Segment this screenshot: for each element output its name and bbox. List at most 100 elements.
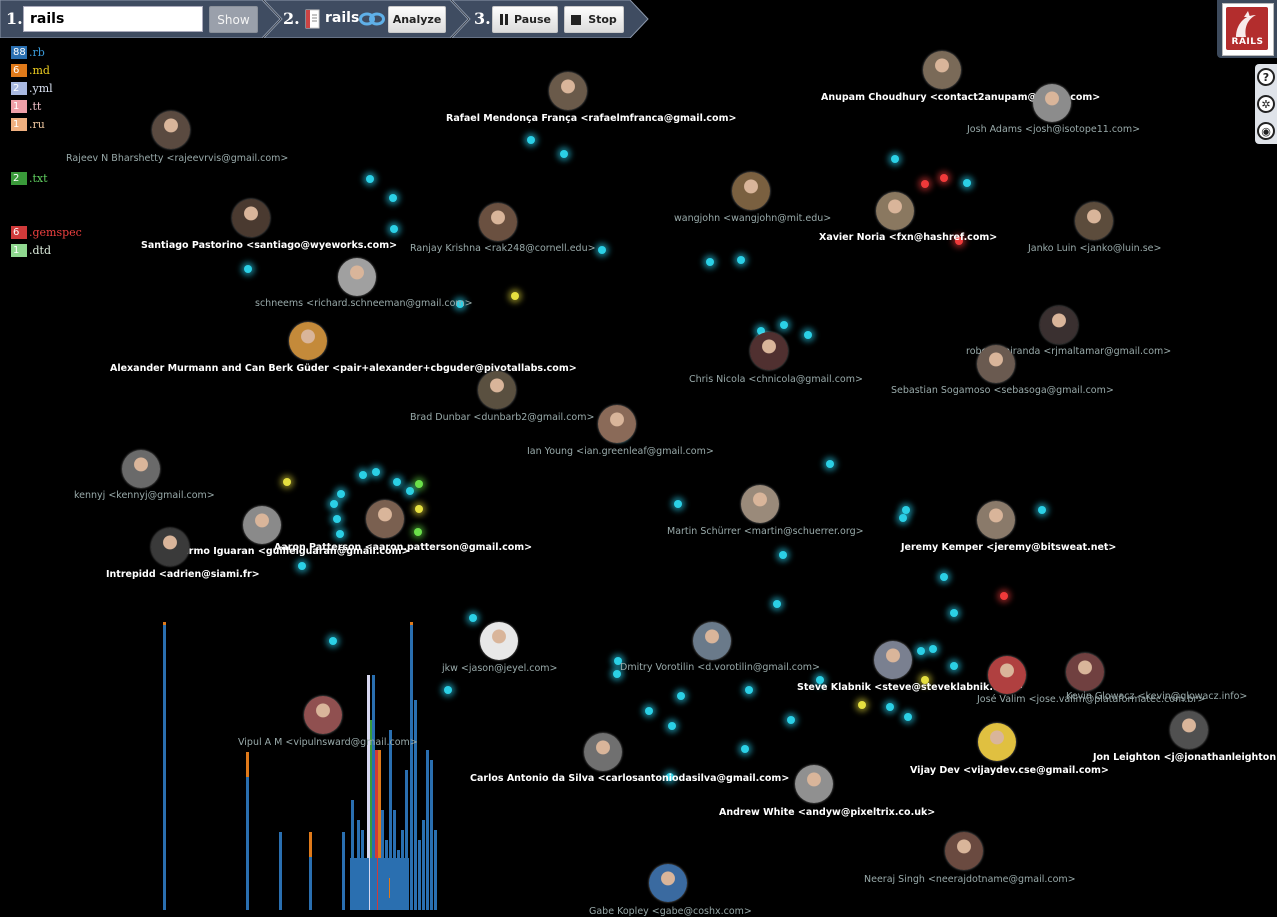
legend-ext: .ru [29, 118, 45, 131]
file-particle [336, 530, 344, 538]
contributor-avatar[interactable] [304, 696, 342, 734]
file-particle [921, 676, 929, 684]
legend-ext: .tt [29, 100, 42, 113]
file-particle [668, 722, 676, 730]
file-particle [677, 692, 685, 700]
contributor-avatar[interactable] [977, 345, 1015, 383]
repo-input[interactable] [23, 6, 203, 32]
file-particle [706, 258, 714, 266]
contributor-avatar[interactable] [152, 111, 190, 149]
file-particle [745, 686, 753, 694]
contributor-avatar[interactable] [923, 51, 961, 89]
contributor-name: Neeraj Singh <neerajdotname@gmail.com> [864, 874, 1076, 885]
show-button[interactable]: Show [209, 6, 258, 33]
contributor-avatar[interactable] [977, 501, 1015, 539]
file-particle [645, 707, 653, 715]
contributor-avatar[interactable] [1170, 711, 1208, 749]
file-particle [902, 506, 910, 514]
contributor-avatar[interactable] [876, 192, 914, 230]
legend-item[interactable]: 6 .md [11, 64, 50, 77]
contributor-name: Josh Adams <josh@isotope11.com> [967, 124, 1141, 135]
settings-icon[interactable]: ✲ [1257, 95, 1275, 113]
histogram-bar [410, 622, 413, 910]
legend-item[interactable]: 1 .dtd [11, 244, 51, 257]
contributor-avatar[interactable] [874, 641, 912, 679]
contributor-avatar[interactable] [1033, 84, 1071, 122]
contributor-avatar[interactable] [151, 528, 189, 566]
stop-icon [571, 14, 582, 25]
legend-item[interactable]: 2 .yml [11, 82, 53, 95]
contributor-avatar[interactable] [741, 485, 779, 523]
contributor-avatar[interactable] [1075, 202, 1113, 240]
link-icon [359, 12, 385, 26]
contributor-name: Kevin Glowacz <kevin@glowacz.info> [1066, 691, 1248, 702]
contributor-avatar[interactable] [1040, 306, 1078, 344]
histogram-bar [388, 878, 391, 898]
legend-ext: .dtd [29, 244, 51, 257]
contributor-avatar[interactable] [732, 172, 770, 210]
file-particle [1038, 506, 1046, 514]
legend-item[interactable]: 88 .rb [11, 46, 45, 59]
histogram-bar [374, 858, 377, 910]
legend-item[interactable]: 2 .txt [11, 172, 48, 185]
file-particle [298, 562, 306, 570]
analyze-button[interactable]: Analyze [388, 6, 446, 33]
contributor-avatar[interactable] [549, 72, 587, 110]
histogram-bar [422, 858, 425, 910]
stop-button[interactable]: Stop [564, 6, 624, 33]
file-particle [940, 573, 948, 581]
contributor-avatar[interactable] [795, 765, 833, 803]
contributor-avatar[interactable] [366, 500, 404, 538]
legend-item[interactable]: 1 .ru [11, 118, 45, 131]
file-particle [826, 460, 834, 468]
contributor-avatar[interactable] [584, 733, 622, 771]
file-particle [929, 645, 937, 653]
contributor-avatar[interactable] [480, 622, 518, 660]
contributor-name: Vipul A M <vipulnsward@gmail.com> [238, 737, 418, 748]
contributor-avatar[interactable] [338, 258, 376, 296]
contributor-avatar[interactable] [232, 199, 270, 237]
view-icon[interactable]: ◉ [1257, 122, 1275, 140]
file-particle [741, 745, 749, 753]
file-particle [816, 676, 824, 684]
contributor-avatar[interactable] [289, 322, 327, 360]
contributor-avatar[interactable] [243, 506, 281, 544]
pause-button[interactable]: Pause [492, 6, 558, 33]
file-particle [804, 331, 812, 339]
histogram-bar [163, 622, 166, 910]
legend-ext: .yml [29, 82, 53, 95]
file-particle [469, 614, 477, 622]
file-particle [330, 500, 338, 508]
legend-ext: .txt [29, 172, 48, 185]
histogram-bar [426, 858, 429, 910]
contributor-avatar[interactable] [988, 656, 1026, 694]
contributor-avatar[interactable] [649, 864, 687, 902]
contributor-avatar[interactable] [479, 203, 517, 241]
contributor-avatar[interactable] [945, 832, 983, 870]
contributor-avatar[interactable] [598, 405, 636, 443]
file-particle [359, 471, 367, 479]
histogram-bar [402, 858, 405, 910]
contributor-avatar[interactable] [693, 622, 731, 660]
legend-count: 6 [11, 64, 27, 77]
contributor-avatar[interactable] [1066, 653, 1104, 691]
legend-item[interactable]: 1 .tt [11, 100, 41, 113]
help-icon[interactable]: ? [1257, 68, 1275, 86]
legend-item[interactable]: 6 .gemspec [11, 226, 82, 239]
file-particle [963, 179, 971, 187]
contributor-name: Ranjay Krishna <rak248@cornell.edu> [410, 243, 596, 254]
histogram-bar [389, 730, 392, 910]
histogram-bar [350, 858, 353, 910]
contributor-avatar[interactable] [750, 332, 788, 370]
contributor-avatar[interactable] [122, 450, 160, 488]
file-particle [406, 487, 414, 495]
histogram-bar [246, 752, 249, 910]
histogram-bar [410, 622, 413, 625]
contributor-name: Anupam Choudhury <contact2anupam@gmail.c… [821, 92, 1101, 103]
contributor-avatar[interactable] [978, 723, 1016, 761]
contributor-name: Jeremy Kemper <jeremy@bitsweat.net> [901, 542, 1117, 553]
legend-count: 1 [11, 100, 27, 113]
contributor-name: Carlos Antonio da Silva <carlosantonioda… [470, 773, 790, 784]
contributor-avatar[interactable] [478, 371, 516, 409]
file-particle [904, 713, 912, 721]
